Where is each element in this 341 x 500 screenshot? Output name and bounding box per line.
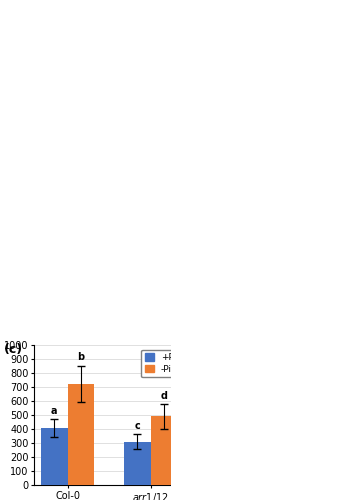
Text: a: a [51,406,58,416]
Legend: +Pi, -Pi: +Pi, -Pi [141,350,180,378]
Text: (c): (c) [3,342,23,355]
Text: b: b [77,352,85,362]
Bar [68,384,94,485]
Bar [151,416,177,485]
Bar [41,428,68,485]
Text: c: c [134,421,140,431]
Bar [124,442,151,485]
Text: d: d [161,391,167,401]
